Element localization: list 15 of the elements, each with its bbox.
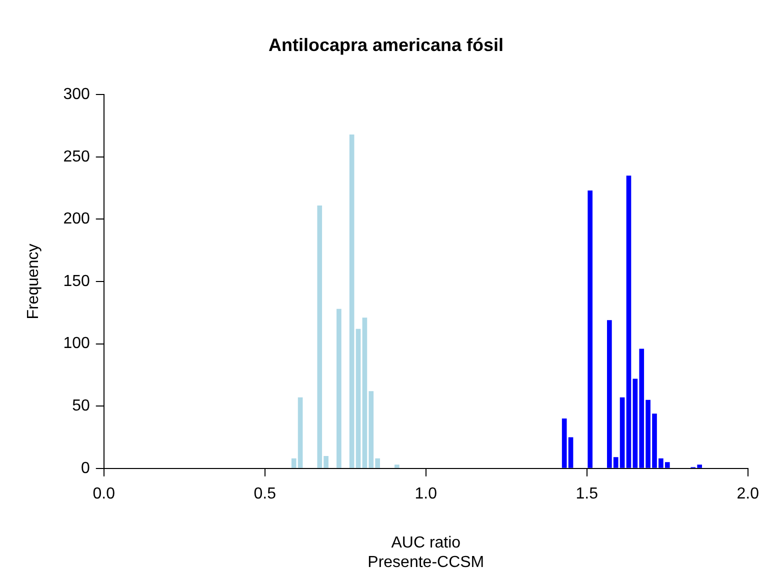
y-tick-label: 0 bbox=[80, 460, 90, 477]
y-axis-title: Frequency bbox=[25, 244, 42, 320]
x-tick-label: 0.0 bbox=[92, 485, 116, 502]
x-tick-label: 1.5 bbox=[576, 485, 598, 502]
y-tick-label: 250 bbox=[63, 148, 90, 166]
x-tick-label: 1.0 bbox=[414, 485, 438, 502]
x-tick-label: 2.0 bbox=[736, 485, 760, 502]
y-tick-label: 200 bbox=[63, 210, 90, 228]
y-tick-label: 50 bbox=[72, 398, 90, 415]
x-tick-label: 0.5 bbox=[254, 485, 276, 502]
x-axis-title: AUC ratio Presente-CCSM bbox=[368, 534, 484, 571]
y-tick-label: 100 bbox=[63, 335, 90, 352]
y-tick-label: 300 bbox=[63, 86, 90, 104]
y-tick-label: 150 bbox=[63, 272, 90, 290]
chart-title: Antilocapra americana fósil bbox=[268, 34, 504, 55]
